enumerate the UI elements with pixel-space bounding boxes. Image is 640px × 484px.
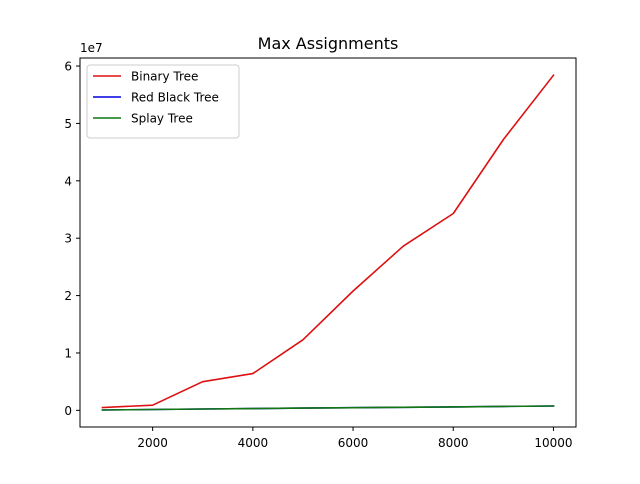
y-tick-label: 1 [64, 346, 72, 360]
y-tick-label: 0 [64, 404, 72, 418]
x-tick-label: 4000 [238, 436, 269, 450]
y-tick-label: 5 [64, 117, 72, 131]
series-lines [101, 74, 555, 411]
legend-label: Binary Tree [131, 70, 198, 84]
legend-label: Red Black Tree [131, 91, 219, 105]
y-tick-label: 2 [64, 289, 72, 303]
y-tick-label: 4 [64, 174, 72, 188]
legend-label: Splay Tree [131, 112, 193, 126]
x-tick-label: 8000 [438, 436, 469, 450]
y-tick-label: 6 [64, 60, 72, 74]
chart-title: Max Assignments [258, 34, 399, 53]
y-axis-offset-label: 1e7 [80, 41, 103, 55]
x-tick-label: 10000 [534, 436, 572, 450]
x-tick-label: 2000 [137, 436, 168, 450]
y-tick-label: 3 [64, 232, 72, 246]
series-line-binary-tree [101, 74, 555, 409]
x-tick-label: 6000 [338, 436, 369, 450]
plot-area-frame [79, 57, 577, 428]
series-line-splay-tree [101, 405, 555, 411]
axis-ticks: 2000 4000 6000 8000 10000 0 1 2 3 4 5 6 [64, 60, 572, 450]
legend: Binary Tree Red Black Tree Splay Tree [86, 64, 240, 139]
legend-box [86, 64, 240, 139]
